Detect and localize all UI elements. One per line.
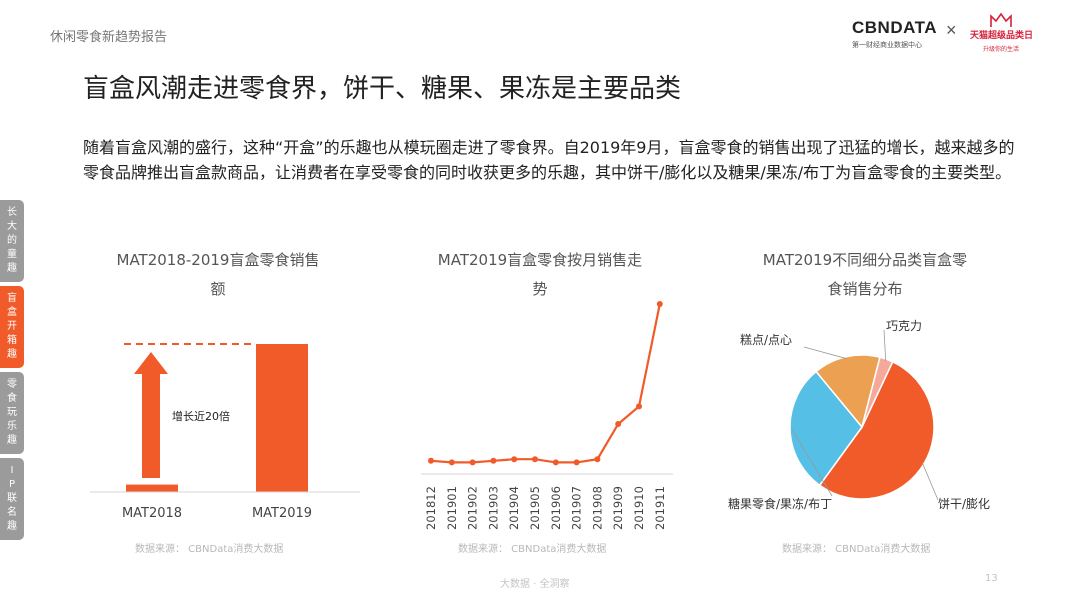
x-tick-label-201911: 201911 — [653, 486, 667, 530]
data-point-201903 — [490, 457, 497, 464]
pie-leader-line-0 — [921, 462, 939, 501]
chart1-bar-svg: MAT2018 MAT2019 增长近20倍 — [90, 343, 360, 521]
x-tick-label-201906: 201906 — [549, 486, 563, 530]
data-point-201908 — [594, 456, 601, 463]
series-line — [430, 303, 661, 464]
chart1-title-line2: 额 — [210, 280, 226, 298]
tmall-logo-title: 天猫超级品类日 — [970, 31, 1034, 41]
pie-slice-1 — [789, 370, 863, 487]
growth-annotation: 增长近20倍 — [172, 409, 230, 423]
data-point-201905 — [532, 456, 538, 463]
chart3-source: 数据来源： CBNData消费大数据 — [782, 544, 931, 555]
bar-mat2018 — [126, 484, 178, 492]
data-point-201901 — [448, 459, 455, 466]
chart1-source: 数据来源： CBNData消费大数据 — [135, 544, 284, 555]
chart3-title: MAT2019不同细分品类盲盒零 食销售分布 — [740, 246, 990, 304]
page-number: 13 — [985, 573, 998, 584]
data-point-201911 — [656, 301, 663, 307]
pie-label-1: 糖果零食/果冻/布丁 — [728, 496, 832, 511]
pie-slice-3 — [861, 356, 894, 428]
tmall-cat-icon — [990, 12, 1012, 27]
chart2-source: 数据来源： CBNData消费大数据 — [458, 544, 607, 555]
data-point-201902 — [469, 459, 476, 466]
side-tab-blind-box[interactable]: 盲盒开箱趣 — [0, 286, 24, 368]
logo-separator-icon: × — [946, 20, 957, 40]
page-title: 盲盒风潮走进零食界，饼干、糖果、果冻是主要品类 — [83, 74, 682, 104]
data-point-201910 — [636, 403, 642, 410]
pie-label-3: 巧克力 — [886, 319, 922, 333]
cbndata-logo: CBNDATA — [852, 18, 938, 37]
pie-label-0: 饼干/膨化 — [938, 497, 990, 511]
x-tick-label-201905: 201905 — [528, 486, 542, 530]
x-tick-label-201909: 201909 — [611, 486, 625, 530]
x-tick-label-201910: 201910 — [632, 486, 646, 530]
x-tick-label-201901: 201901 — [445, 486, 459, 530]
footer-text: 大数据 · 全洞察 — [500, 579, 570, 590]
data-point-201906 — [552, 459, 559, 466]
x-tick-label-201903: 201903 — [486, 486, 500, 530]
x-tick-label-201812: 201812 — [424, 486, 438, 530]
side-tab-snack-play[interactable]: 零食玩乐趣 — [0, 372, 24, 454]
x-tick-label-mat2018: MAT2018 — [122, 506, 182, 521]
pie-leader-line-1 — [791, 428, 833, 497]
cbndata-logo-subtitle: 第一财经商业数据中心 — [852, 41, 922, 49]
tmall-logo: 天猫超级品类日 升级你的生活 — [970, 12, 1034, 58]
x-tick-label-201908: 201908 — [590, 486, 604, 530]
growth-arrow-icon — [134, 352, 168, 478]
bar-mat2019 — [256, 344, 308, 492]
chart3-pie-svg: 饼干/膨化 糖果零食/果冻/布丁 糕点/点心 巧克力 — [728, 319, 990, 511]
pie-slice-2 — [815, 354, 881, 429]
pie-leader-line-2 — [803, 346, 847, 360]
chart1-title: MAT2018-2019盲盒零食销售 额 — [98, 246, 338, 304]
chart2-title-line1: MAT2019盲盒零食按月销售走 — [437, 251, 643, 269]
data-point-201907 — [573, 459, 580, 466]
x-tick-label-201907: 201907 — [570, 486, 584, 530]
chart1-title-line1: MAT2018-2019盲盒零食销售 — [116, 251, 320, 269]
data-point-201909 — [615, 421, 622, 427]
side-tab-childhood[interactable]: 长大的童趣 — [0, 200, 24, 282]
pie-label-2: 糕点/点心 — [740, 333, 792, 347]
data-point-201812 — [428, 457, 434, 464]
intro-paragraph: 随着盲盒风潮的盛行，这种“开盒”的乐趣也从模玩圈走进了零食界。自2019年9月，… — [83, 138, 1015, 182]
x-tick-label-201902: 201902 — [466, 486, 480, 530]
tmall-logo-subtitle: 升级你的生活 — [982, 46, 1019, 53]
pie-leader-line-3 — [883, 329, 887, 362]
chart3-title-line1: MAT2019不同细分品类盲盒零 — [762, 251, 968, 269]
chart2-line-svg: 201812 201901 201902 201903 201904 201905 2019… — [421, 301, 673, 530]
report-label: 休闲零食新趋势报告 — [50, 30, 168, 45]
logo-area: CBNDATA 第一财经商业数据中心 × 天猫超级品类日 升级你的生活 — [852, 12, 1034, 58]
chart2-title: MAT2019盲盒零食按月销售走 势 — [420, 246, 660, 304]
x-tick-label-mat2019: MAT2019 — [252, 506, 312, 521]
x-tick-label-201904: 201904 — [507, 486, 521, 530]
chart3-title-line2: 食销售分布 — [827, 280, 903, 298]
chart2-title-line2: 势 — [532, 280, 548, 298]
data-point-201904 — [511, 456, 518, 463]
pie-slice-0 — [818, 360, 935, 500]
